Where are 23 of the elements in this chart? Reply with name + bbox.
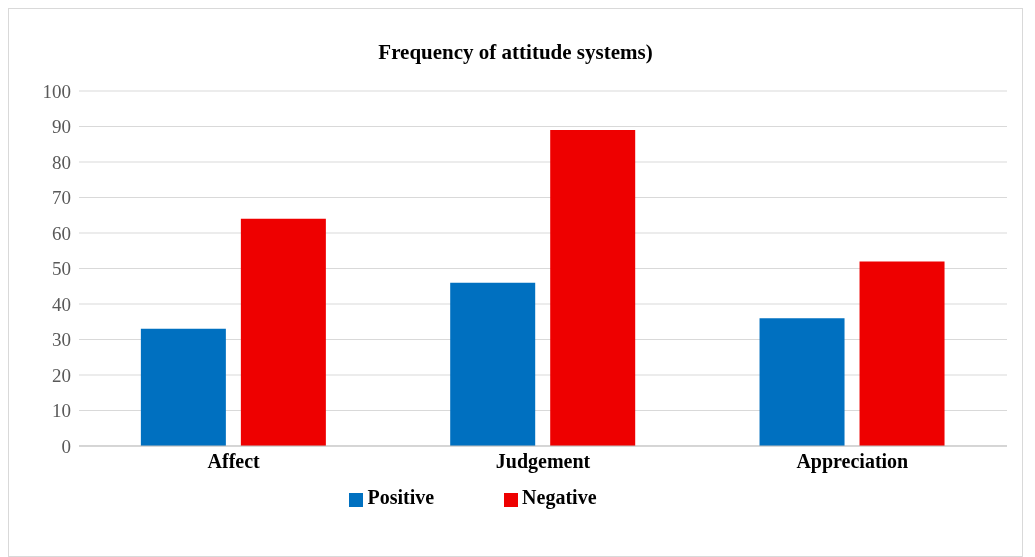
y-tick-label: 30 [52, 329, 71, 351]
y-tick-label: 100 [42, 80, 71, 102]
bar [859, 261, 945, 446]
x-tick-label: Judgement [495, 450, 591, 474]
y-tick-label: 20 [52, 364, 71, 386]
bar [240, 218, 326, 446]
bar [450, 282, 536, 446]
y-tick-label: 80 [52, 151, 71, 173]
bar [140, 328, 226, 446]
y-tick-label: 0 [61, 435, 71, 457]
x-tick-label: Appreciation [796, 450, 909, 474]
y-tick-label: 50 [52, 258, 71, 280]
bar [550, 130, 636, 446]
y-tick-label: 90 [52, 116, 71, 138]
y-tick-label: 70 [52, 187, 71, 209]
legend-label: Negative [522, 486, 597, 508]
y-tick-label: 40 [52, 293, 71, 315]
y-tick-label: 10 [52, 400, 71, 422]
legend-label: Positive [367, 486, 435, 508]
chart-title: Frequency of attitude systems) [378, 40, 653, 66]
x-tick-label: Affect [207, 450, 261, 473]
bar [759, 318, 845, 446]
y-tick-label: 60 [52, 222, 71, 244]
